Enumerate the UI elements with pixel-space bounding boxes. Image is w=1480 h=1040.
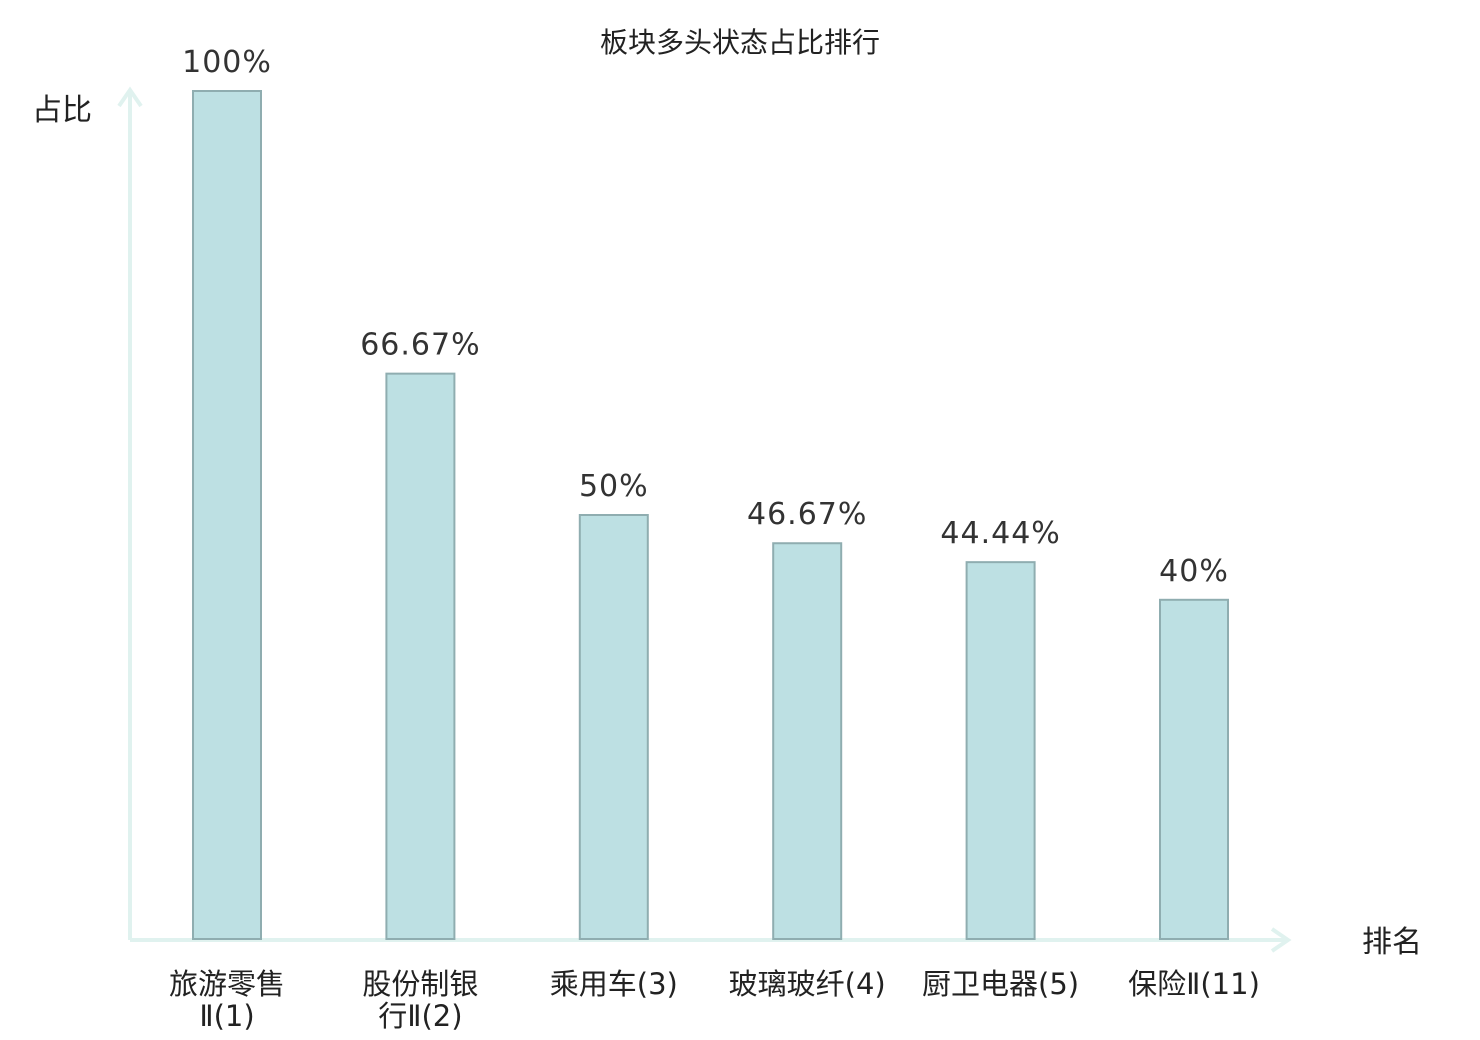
x-axis-title: 排名 [1362,925,1422,960]
value-labels-group: 100% 66.67% 50% 46.67% 44.44% 40% [182,45,1229,589]
bars-group [192,90,1229,940]
category-label-5: 厨卫电器(5) [922,967,1079,1001]
value-label-1: 100% [182,45,272,80]
category-label-3: 乘用车(3) [550,967,678,1001]
value-label-5: 44.44% [940,516,1060,551]
category-label-2-line-2: 行Ⅱ(2) [378,999,462,1033]
bar-6 [1159,598,1229,940]
bar-3 [578,514,649,940]
x-axis [130,927,1292,953]
category-label-6: 保险Ⅱ(11) [1128,967,1260,1001]
category-label-1-line-2: Ⅱ(1) [199,999,254,1033]
value-label-4: 46.67% [747,497,867,532]
category-label-1-line-1: 旅游零售 [169,967,285,1001]
bar-2 [385,372,456,940]
bar-1 [192,90,262,940]
y-axis-title: 占比 [32,93,92,128]
chart-title: 板块多头状态占比排行 [600,26,880,59]
value-label-6: 40% [1159,554,1229,589]
value-label-3: 50% [579,469,649,504]
category-label-2-line-1: 股份制银 [362,967,478,1001]
value-label-2: 66.67% [360,328,480,363]
category-label-4: 玻璃玻纤(4) [729,967,886,1001]
bar-4 [772,542,843,940]
y-axis [117,86,143,940]
bar-5 [965,561,1036,940]
